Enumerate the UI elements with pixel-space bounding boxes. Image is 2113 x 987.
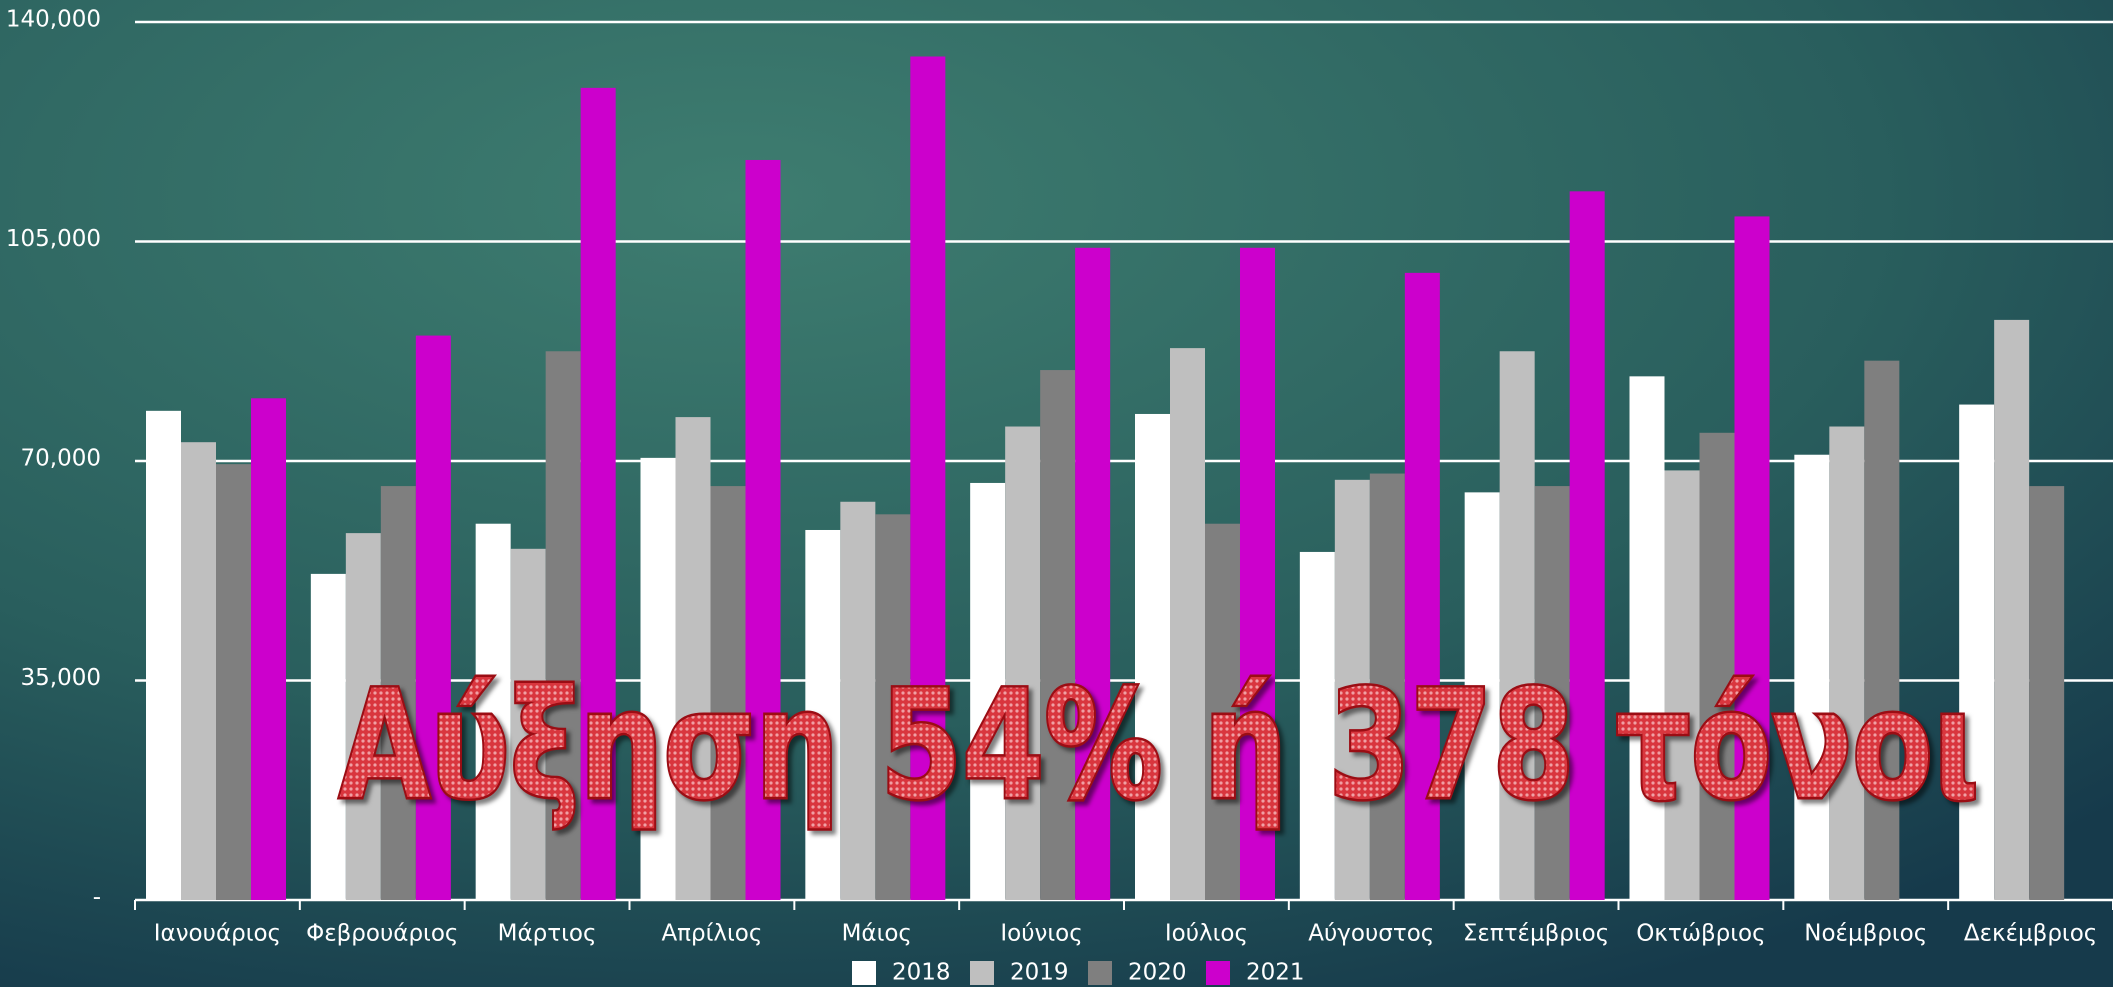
legend-swatch (970, 961, 994, 985)
bar (146, 410, 181, 900)
x-tick-label: Σεπτέμβριος (1463, 921, 1609, 947)
x-tick-label: Φεβρουάριος (306, 921, 458, 947)
bar (745, 159, 781, 900)
bar (970, 482, 1006, 900)
bar (710, 486, 746, 900)
x-tick-label: Ιανουάριος (154, 921, 281, 947)
legend-label: 2019 (1010, 960, 1069, 986)
x-tick-label: Ιούλιος (1165, 921, 1248, 947)
bar (510, 548, 546, 900)
bar (1864, 360, 1900, 901)
bar (181, 442, 216, 900)
bar (840, 501, 876, 900)
y-tick-label: 35,000 (21, 665, 101, 691)
bar (1994, 319, 2030, 901)
bar (1005, 426, 1041, 900)
bar (1569, 191, 1605, 901)
legend-label: 2021 (1246, 960, 1305, 986)
y-tick-label: - (93, 885, 101, 911)
bar (1334, 479, 1370, 900)
bar (675, 417, 711, 900)
bar (1299, 551, 1335, 900)
x-tick-label: Απρίλιος (661, 921, 762, 947)
bar (1369, 473, 1405, 900)
x-tick-label: Αύγουστος (1308, 921, 1434, 947)
bar (1629, 376, 1665, 901)
bar (251, 398, 286, 900)
y-tick-label: 70,000 (21, 446, 101, 472)
bar (1534, 486, 1570, 900)
bar (1734, 216, 1770, 900)
bar (310, 573, 346, 900)
bar (1170, 348, 1205, 901)
legend-swatch (1088, 961, 1112, 985)
legend-label: 2018 (892, 960, 951, 986)
bar (580, 87, 616, 901)
x-tick-label: Μάιος (842, 921, 912, 947)
x-tick-label: Οκτώβριος (1636, 921, 1765, 947)
bar (1404, 272, 1440, 900)
y-tick-label: 140,000 (6, 7, 101, 33)
y-tick-label: 105,000 (6, 226, 101, 252)
bar (345, 533, 381, 900)
x-tick-label: Δεκέμβριος (1964, 921, 2097, 947)
bar (1075, 247, 1111, 900)
bar (545, 351, 581, 900)
x-tick-label: Νοέμβριος (1804, 921, 1927, 947)
bar (1699, 432, 1735, 900)
bar (1794, 454, 1830, 900)
bar (475, 523, 511, 900)
bar (415, 335, 451, 901)
annotation: Αύξηση 54% ή 378 τόνοι (339, 659, 1979, 833)
bar (1040, 370, 1076, 900)
legend-swatch (1206, 961, 1230, 985)
bar (1135, 413, 1170, 900)
bar (910, 56, 946, 900)
bar (1205, 523, 1240, 900)
bar (216, 464, 251, 900)
bar (875, 514, 911, 900)
bar (1829, 426, 1865, 900)
bar (380, 486, 416, 900)
legend-label: 2020 (1128, 960, 1187, 986)
bar (2029, 486, 2065, 900)
bar (1959, 404, 1995, 900)
bar (1499, 351, 1535, 900)
x-tick-label: Μάρτιος (498, 921, 597, 947)
bar (640, 457, 676, 900)
bar (1464, 492, 1500, 900)
bar (805, 529, 841, 900)
bar (1240, 247, 1275, 900)
legend-swatch (852, 961, 876, 985)
x-tick-label: Ιούνιος (1000, 921, 1082, 947)
bar (1664, 470, 1700, 900)
